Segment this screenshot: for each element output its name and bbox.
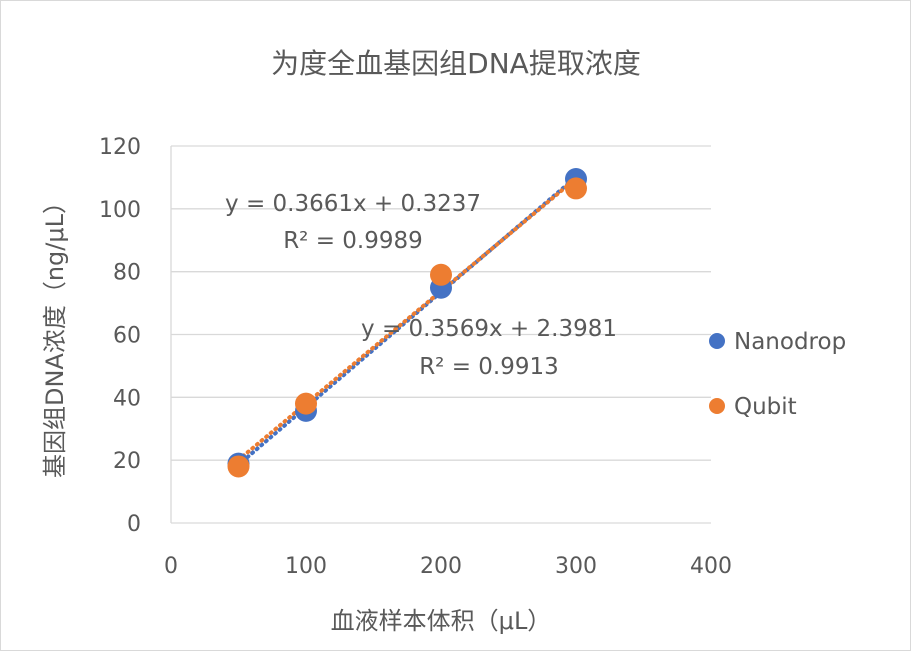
y-tick-label: 20: [113, 449, 141, 474]
trendline-nanodrop: [236, 175, 578, 467]
legend: Nanodrop Qubit: [709, 329, 846, 420]
x-tick-label: 0: [164, 554, 178, 579]
trendline-labels: y = 0.3661x + 0.3237 R² = 0.9989 y = 0.356…: [225, 191, 617, 380]
y-tick-label: 40: [113, 386, 141, 411]
y-tick-label: 100: [99, 198, 141, 223]
trendline-equation: y = 0.3661x + 0.3237: [225, 191, 481, 217]
y-tick-label: 80: [113, 261, 141, 286]
trendline-r2: R² = 0.9913: [419, 354, 559, 380]
legend-label-qubit: Qubit: [734, 394, 797, 420]
point-qubit: [565, 177, 587, 200]
data-points: [227, 167, 587, 478]
trendlines: [236, 175, 578, 467]
axes: 0 20 40 60 80 100 120 0 100 200 300 400: [99, 135, 732, 579]
y-tick-label: 60: [113, 324, 141, 349]
legend-marker-nanodrop: [709, 333, 725, 349]
legend-label-nanodrop: Nanodrop: [734, 329, 846, 355]
point-qubit: [295, 392, 317, 415]
x-tick-label: 400: [690, 554, 732, 579]
trendline-qubit: [236, 176, 578, 462]
y-axis-title: 基因组DNA浓度（ng/μL）: [41, 190, 69, 478]
x-axis-title: 血液样本体积（μL）: [331, 607, 552, 635]
x-tick-label: 200: [420, 554, 462, 579]
point-qubit: [227, 455, 250, 478]
y-tick-label: 0: [127, 512, 141, 537]
x-tick-label: 100: [285, 554, 327, 579]
legend-marker-qubit: [709, 398, 725, 414]
chart-title: 为度全血基因组DNA提取浓度: [271, 47, 641, 80]
x-tick-label: 300: [555, 554, 597, 579]
trendline-equation: y = 0.3569x + 2.3981: [361, 316, 617, 342]
y-tick-label: 120: [99, 135, 141, 160]
point-qubit: [430, 263, 452, 286]
trendline-r2: R² = 0.9989: [283, 228, 423, 254]
